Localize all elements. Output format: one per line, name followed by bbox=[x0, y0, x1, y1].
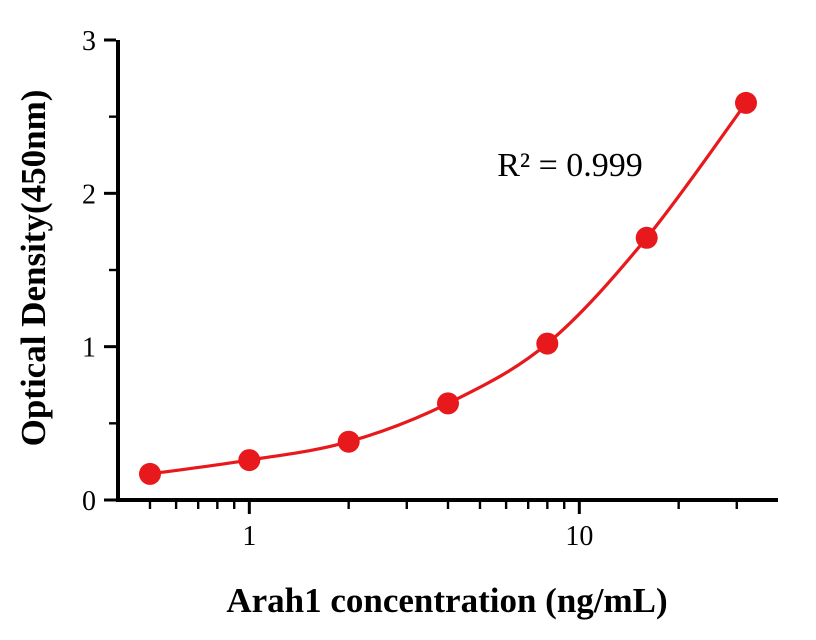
data-point-marker bbox=[735, 91, 757, 114]
y-tick-label: 0 bbox=[82, 486, 96, 517]
data-point-marker bbox=[635, 226, 658, 249]
y-tick-label: 2 bbox=[82, 179, 96, 210]
x-tick-label: 1 bbox=[242, 521, 256, 552]
data-point-marker bbox=[238, 449, 261, 472]
x-axis-title: Arah1 concentration (ng/mL) bbox=[226, 581, 668, 620]
x-tick-label: 10 bbox=[565, 521, 593, 552]
r-squared-annotation: R² = 0.999 bbox=[497, 147, 643, 184]
data-point-marker bbox=[536, 332, 559, 355]
y-axis-title: Optical Density(450nm) bbox=[14, 89, 53, 447]
y-tick-label: 3 bbox=[82, 26, 96, 57]
fit-curve bbox=[148, 101, 748, 476]
data-point-marker bbox=[337, 430, 360, 453]
data-point-marker bbox=[437, 392, 459, 415]
y-tick-label: 1 bbox=[82, 333, 96, 364]
data-point-marker bbox=[139, 462, 161, 485]
